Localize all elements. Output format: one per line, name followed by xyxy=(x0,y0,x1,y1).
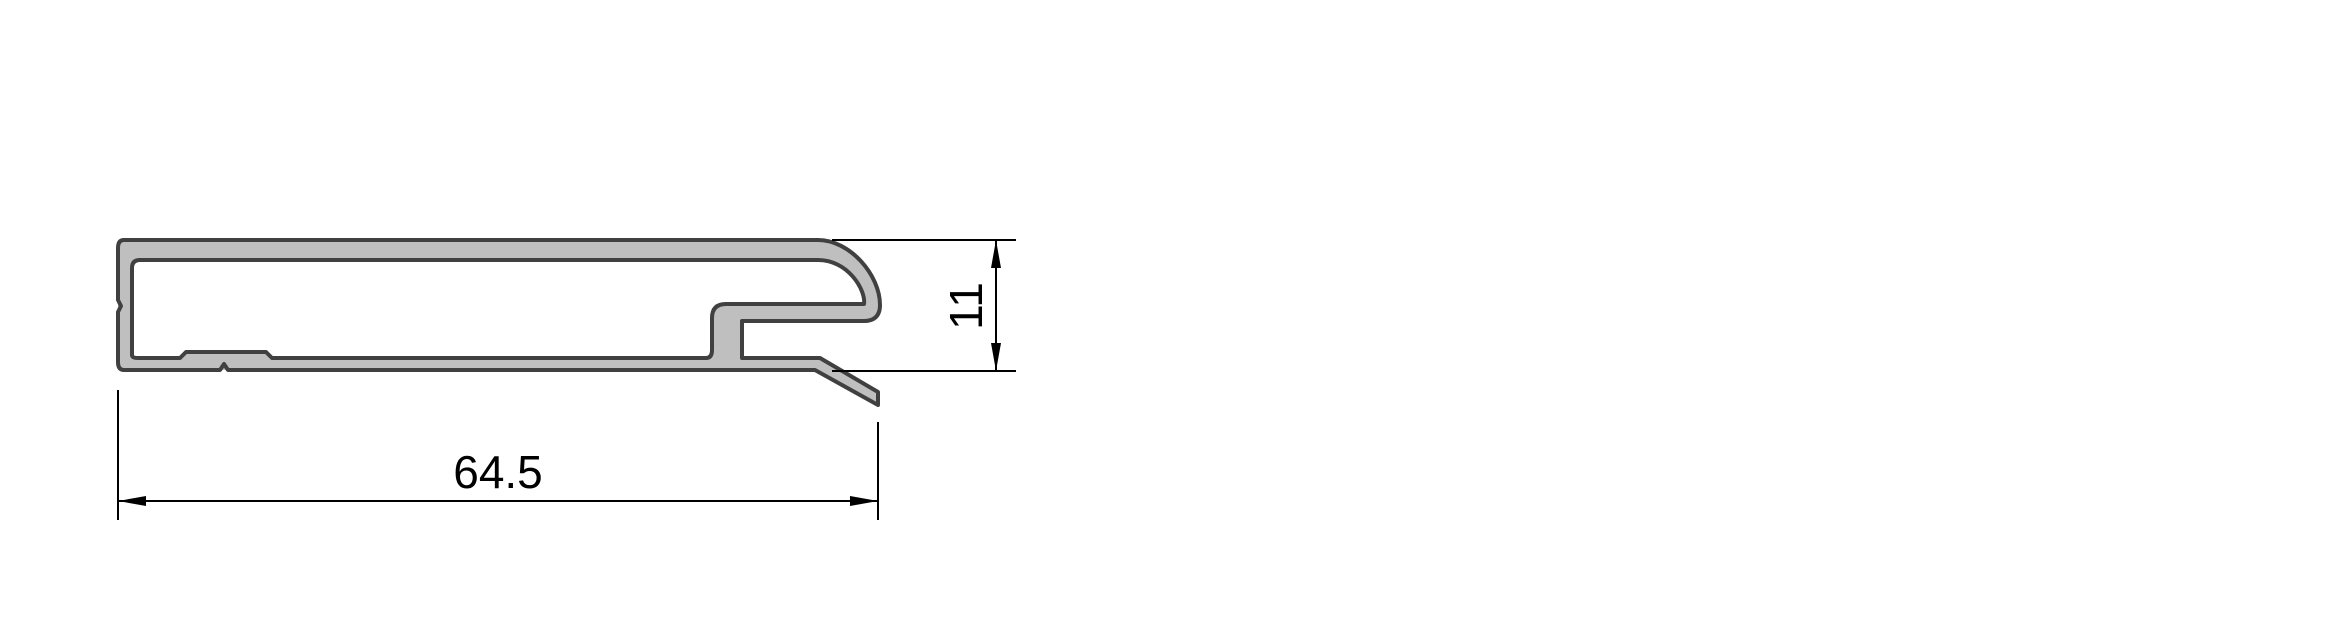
profile-inner-outline xyxy=(130,258,867,360)
height-dimension-label: 11 xyxy=(940,282,992,330)
width-dimension: 64.5 xyxy=(117,390,879,520)
width-arrow-left xyxy=(118,496,146,506)
height-dimension: 11 xyxy=(832,239,1016,372)
profile-section xyxy=(118,240,880,405)
profile-outline xyxy=(116,238,882,407)
height-arrow-bottom xyxy=(991,343,1001,371)
width-dimension-label: 64.5 xyxy=(453,446,543,498)
width-arrow-right xyxy=(850,496,878,506)
height-arrow-top xyxy=(991,240,1001,268)
extrusion-profile xyxy=(116,238,882,407)
